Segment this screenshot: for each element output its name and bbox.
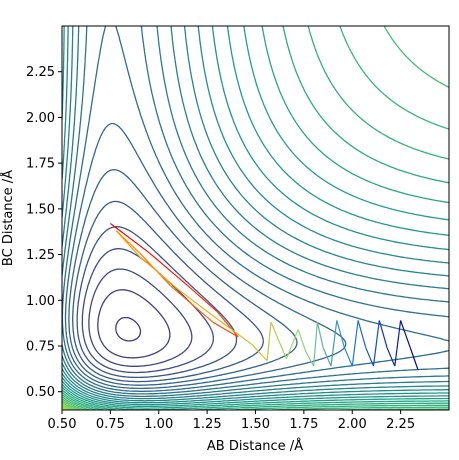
trajectory-segment-23 <box>336 320 346 348</box>
trajectory-segment-24 <box>343 347 353 367</box>
contour-lines <box>62 26 449 410</box>
trajectory-segment-28 <box>372 320 380 367</box>
contour-level-18 <box>62 26 449 402</box>
y-axis-ticks: 0.50 0.75 1.00 1.25 1.50 1.75 2.00 2.25 <box>26 65 62 400</box>
contour-level-23 <box>62 26 449 410</box>
contour-level-17 <box>62 26 449 400</box>
trajectory-segment-29 <box>378 320 388 348</box>
trajectory-segment-12 <box>251 343 268 362</box>
y-tick-label-2: 1.00 <box>26 294 55 309</box>
contour-level-24 <box>62 26 449 410</box>
trajectory-segment-33 <box>409 347 419 370</box>
x-axis-label: AB Distance /Å <box>207 438 303 454</box>
trajectory-segment-18 <box>305 351 315 367</box>
trajectory-segment-5 <box>170 285 214 323</box>
trajectory-segment-30 <box>386 347 396 367</box>
x-tick-label-2: 1.00 <box>144 417 173 432</box>
trajectory-segment-22 <box>330 320 338 367</box>
trajectory-segment-32 <box>400 320 411 349</box>
trajectory-segment-1 <box>148 252 189 287</box>
y-tick-label-3: 1.25 <box>26 248 55 263</box>
trajectory-segment-2 <box>187 285 218 312</box>
x-tick-label-7: 2.25 <box>386 417 415 432</box>
contour-level-6 <box>115 316 142 342</box>
x-tick-label-0: 0.50 <box>48 417 77 432</box>
contour-level-15 <box>62 26 449 395</box>
x-axis-ticks: 0.50 0.75 1.00 1.25 1.50 1.75 2.00 2.25 <box>48 410 415 432</box>
contour-level-13 <box>64 122 347 390</box>
trajectory-segment-4 <box>212 321 239 338</box>
trajectory-segment-26 <box>357 320 367 348</box>
trajectory-path <box>110 223 419 370</box>
contour-level-12 <box>68 168 298 386</box>
contour-level-11 <box>72 200 265 383</box>
trajectory-segment-3 <box>216 310 239 338</box>
y-tick-label-4: 1.50 <box>26 202 55 217</box>
trajectory-segment-9 <box>139 255 179 290</box>
trajectory-segment-13 <box>266 322 272 361</box>
y-tick-label-0: 0.50 <box>26 385 55 400</box>
trajectory-segment-21 <box>322 347 332 367</box>
contour-level-19 <box>62 26 449 404</box>
x-tick-label-1: 0.75 <box>96 417 125 432</box>
trajectory-segment-17 <box>297 329 307 352</box>
trajectory-segment-15 <box>278 340 288 360</box>
y-tick-label-6: 2.00 <box>26 111 55 126</box>
y-axis-label: BC Distance /Å <box>0 170 16 266</box>
contour-level-8 <box>88 268 193 367</box>
trajectory-segment-14 <box>270 321 280 341</box>
x-tick-label-6: 2.00 <box>338 417 367 432</box>
trajectory-segment-20 <box>316 322 324 348</box>
contour-level-10 <box>76 226 238 379</box>
contour-level-26 <box>62 26 449 410</box>
trajectory-segment-19 <box>313 322 318 367</box>
trajectory-segment-31 <box>394 320 402 367</box>
trajectory-segment-0 <box>110 223 150 254</box>
x-tick-label-3: 1.25 <box>193 417 222 432</box>
x-tick-label-5: 1.75 <box>289 417 318 432</box>
y-tick-label-7: 2.25 <box>26 65 55 80</box>
trajectory-segment-10 <box>177 288 218 320</box>
contour-level-7 <box>97 289 171 359</box>
trajectory-segment-25 <box>351 320 359 367</box>
contour-level-22 <box>62 26 449 409</box>
y-tick-label-1: 0.75 <box>26 340 55 355</box>
y-tick-label-5: 1.75 <box>26 157 55 172</box>
x-tick-label-4: 1.50 <box>241 417 270 432</box>
contour-level-25 <box>62 26 449 410</box>
trajectory-segment-16 <box>285 329 299 360</box>
contour-level-21 <box>62 26 449 408</box>
trajectory-segment-11 <box>216 318 252 345</box>
contour-level-32 <box>62 405 70 410</box>
trajectory-segment-8 <box>115 230 140 257</box>
trajectory-segment-27 <box>365 347 375 367</box>
contour-level-20 <box>62 26 449 406</box>
contour-level-14 <box>62 26 449 392</box>
